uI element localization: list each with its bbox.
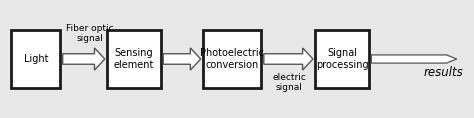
Text: Light: Light: [24, 54, 48, 64]
Bar: [203, 30, 262, 88]
Bar: [107, 30, 161, 88]
Text: Fiber optic
signal: Fiber optic signal: [66, 24, 114, 43]
Text: electric
signal: electric signal: [273, 73, 306, 92]
Text: Photoelectric
conversion: Photoelectric conversion: [200, 48, 264, 70]
Polygon shape: [264, 48, 313, 70]
Bar: [11, 30, 60, 88]
Polygon shape: [63, 48, 105, 70]
Polygon shape: [372, 55, 457, 63]
Polygon shape: [163, 48, 201, 70]
Bar: [315, 30, 369, 88]
Text: Signal
processing: Signal processing: [316, 48, 368, 70]
Text: results: results: [424, 67, 464, 80]
Text: Sensing
element: Sensing element: [114, 48, 154, 70]
